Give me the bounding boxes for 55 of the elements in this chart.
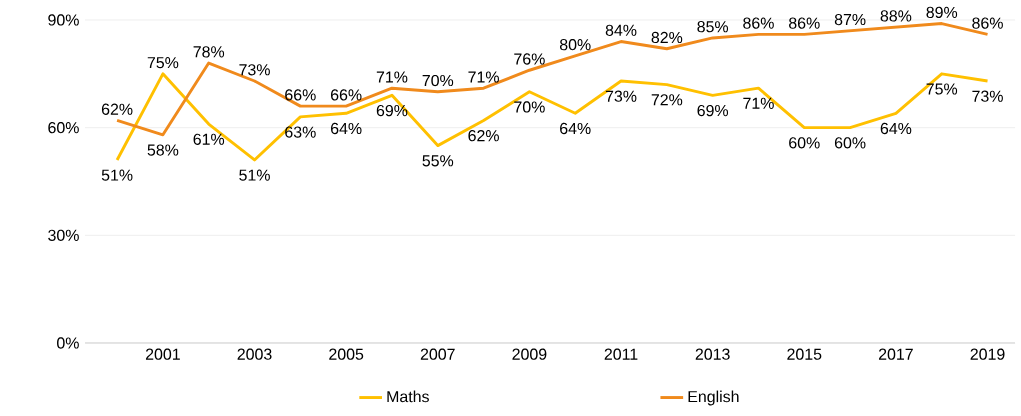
data-label: 61%	[193, 133, 225, 145]
data-label: 62%	[101, 103, 133, 115]
data-label: 86%	[972, 17, 1003, 29]
legend-label: Maths	[387, 390, 429, 403]
data-label: 71%	[468, 71, 499, 83]
data-label: 88%	[880, 10, 912, 22]
data-label: 66%	[285, 89, 316, 101]
x-tick-label: 2017	[878, 348, 913, 360]
data-label: 58%	[147, 144, 179, 156]
x-tick-label: 2005	[329, 348, 364, 360]
data-label: 75%	[926, 83, 958, 95]
x-tick-label: 2003	[237, 348, 272, 360]
data-label: 64%	[560, 122, 591, 135]
data-label: 84%	[605, 24, 637, 36]
y-tick-label: 90%	[48, 14, 79, 26]
data-label: 87%	[834, 13, 866, 26]
x-tick-label: 2001	[145, 348, 180, 360]
data-label: 66%	[331, 89, 362, 101]
data-label: 70%	[514, 101, 545, 113]
x-tick-label: 2013	[695, 348, 730, 360]
y-tick-label: 0%	[57, 337, 79, 349]
data-label: 72%	[651, 94, 683, 106]
data-label: 51%	[239, 169, 270, 181]
data-label: 55%	[422, 155, 454, 167]
data-label: 51%	[101, 169, 133, 181]
data-label: 78%	[193, 46, 225, 58]
data-label: 75%	[147, 57, 179, 69]
data-label: 64%	[331, 122, 362, 135]
x-tick-label: 2015	[787, 348, 822, 360]
data-label: 71%	[743, 97, 774, 109]
x-tick-label: 2011	[604, 348, 638, 360]
data-label: 85%	[697, 21, 729, 33]
data-label: 73%	[972, 90, 1003, 102]
data-label: 64%	[880, 122, 912, 135]
data-label: 69%	[697, 104, 729, 117]
data-label: 80%	[559, 39, 591, 51]
data-label: 73%	[605, 90, 637, 102]
data-label: 86%	[789, 17, 820, 29]
x-tick-label: 2007	[420, 348, 455, 360]
y-tick-label: 60%	[48, 122, 79, 134]
x-tick-label: 2009	[512, 348, 547, 360]
data-label: 89%	[926, 6, 958, 18]
y-tick-label: 30%	[48, 229, 79, 241]
data-label: 71%	[376, 71, 408, 83]
data-label: 86%	[743, 17, 774, 29]
data-label: 60%	[789, 137, 820, 149]
legend-label: English	[688, 390, 739, 406]
x-tick-label: 2019	[970, 348, 1005, 360]
data-label: 70%	[422, 74, 454, 87]
data-label: 60%	[834, 137, 866, 149]
data-label: 82%	[651, 31, 683, 44]
data-label: 63%	[285, 126, 316, 138]
data-label: 76%	[514, 53, 545, 65]
data-label: 73%	[239, 64, 270, 76]
data-label: 62%	[468, 130, 499, 142]
